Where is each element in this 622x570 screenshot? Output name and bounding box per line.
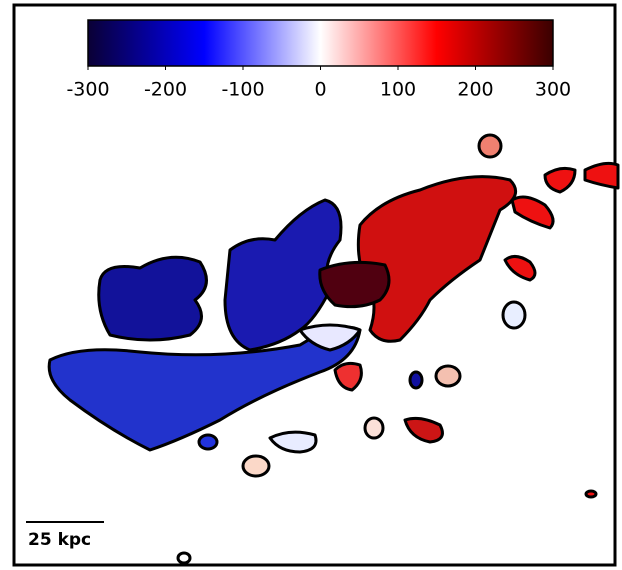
tick-label: 100	[380, 79, 416, 101]
blob	[97, 255, 208, 342]
blob	[223, 198, 343, 352]
blob	[298, 323, 362, 352]
velocity-map	[47, 133, 620, 565]
tick-label: 0	[314, 79, 326, 101]
blob	[268, 430, 318, 454]
blob	[501, 300, 527, 330]
blob	[176, 551, 192, 565]
scale-bar-label: 25 kpc	[28, 530, 91, 550]
blob	[318, 260, 391, 309]
tick-label: -200	[144, 79, 187, 101]
blob	[477, 133, 503, 159]
tick-label: 200	[457, 79, 493, 101]
blob	[408, 370, 424, 390]
blob	[356, 175, 518, 343]
blob	[543, 166, 577, 194]
colorbar	[87, 19, 554, 67]
tick-label: -300	[66, 79, 109, 101]
blob	[403, 416, 444, 444]
blob	[583, 161, 620, 190]
blob	[584, 489, 598, 499]
tick-label: 300	[535, 79, 571, 101]
blob	[197, 433, 219, 451]
blob	[503, 255, 537, 282]
tick-label: -100	[221, 79, 264, 101]
blob	[241, 454, 271, 478]
blob	[333, 361, 363, 392]
blob	[434, 364, 462, 388]
blob	[47, 325, 362, 452]
blob	[510, 195, 555, 230]
blob	[363, 416, 385, 440]
